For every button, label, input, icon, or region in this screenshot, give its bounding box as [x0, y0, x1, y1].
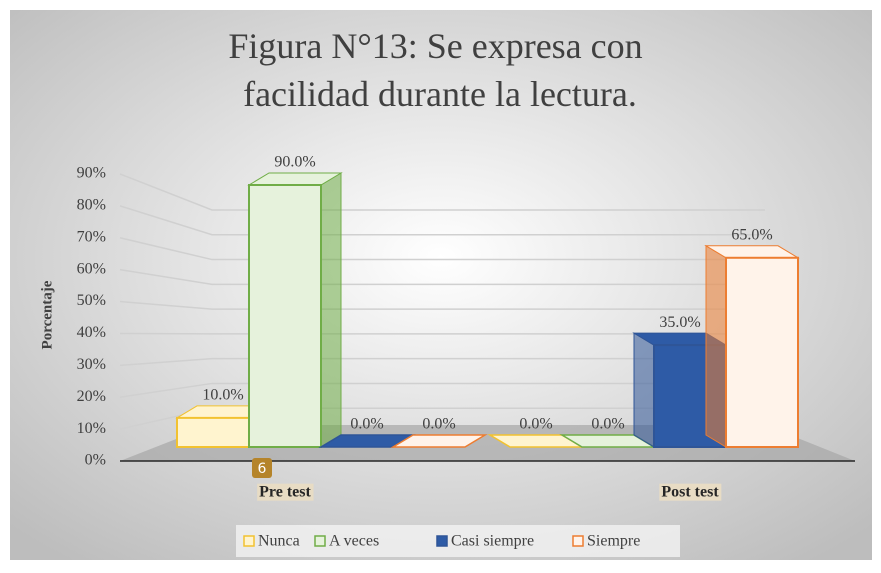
legend-swatch [244, 536, 254, 546]
x-tick-label: Post test [661, 484, 719, 501]
bar [249, 173, 341, 447]
y-tick-label: 90% [77, 165, 106, 182]
y-tick-label: 40% [77, 324, 106, 341]
y-tick-label: 50% [77, 292, 106, 309]
data-label: 0.0% [519, 416, 552, 433]
data-label: 65.0% [731, 226, 772, 243]
x-tick-label: Pre test [259, 484, 311, 501]
bar-front [177, 418, 249, 447]
data-label: 90.0% [274, 154, 315, 171]
bar-front [249, 185, 321, 447]
legend-label: Siempre [587, 533, 640, 550]
title-line: facilidad durante la lectura. [243, 74, 637, 114]
bar-side [321, 173, 341, 447]
y-tick-label: 70% [77, 228, 106, 245]
y-tick-label: 10% [77, 420, 106, 437]
badge-label: 6 [258, 461, 267, 477]
bar-front [726, 258, 798, 447]
bar-side [634, 333, 654, 447]
data-label: 35.0% [659, 314, 700, 331]
data-label: 0.0% [422, 416, 455, 433]
y-tick-label: 80% [77, 197, 106, 214]
y-tick-label: 0% [85, 452, 106, 469]
bar [706, 246, 798, 447]
y-tick-label: 60% [77, 260, 106, 277]
legend-swatch [573, 536, 583, 546]
y-tick-label: 20% [77, 388, 106, 405]
data-label: 0.0% [591, 416, 624, 433]
y-tick-label: 30% [77, 356, 106, 373]
legend-swatch [437, 536, 447, 546]
title-line: Figura N°13: Se expresa con [228, 26, 642, 66]
y-axis-title: Porcentaje [39, 280, 55, 349]
legend-label: A veces [329, 533, 379, 550]
data-label: 10.0% [202, 387, 243, 404]
data-label: 0.0% [350, 416, 383, 433]
legend-label: Nunca [258, 533, 300, 550]
legend-swatch [315, 536, 325, 546]
bar-side [706, 246, 726, 447]
legend-label: Casi siempre [451, 533, 534, 550]
